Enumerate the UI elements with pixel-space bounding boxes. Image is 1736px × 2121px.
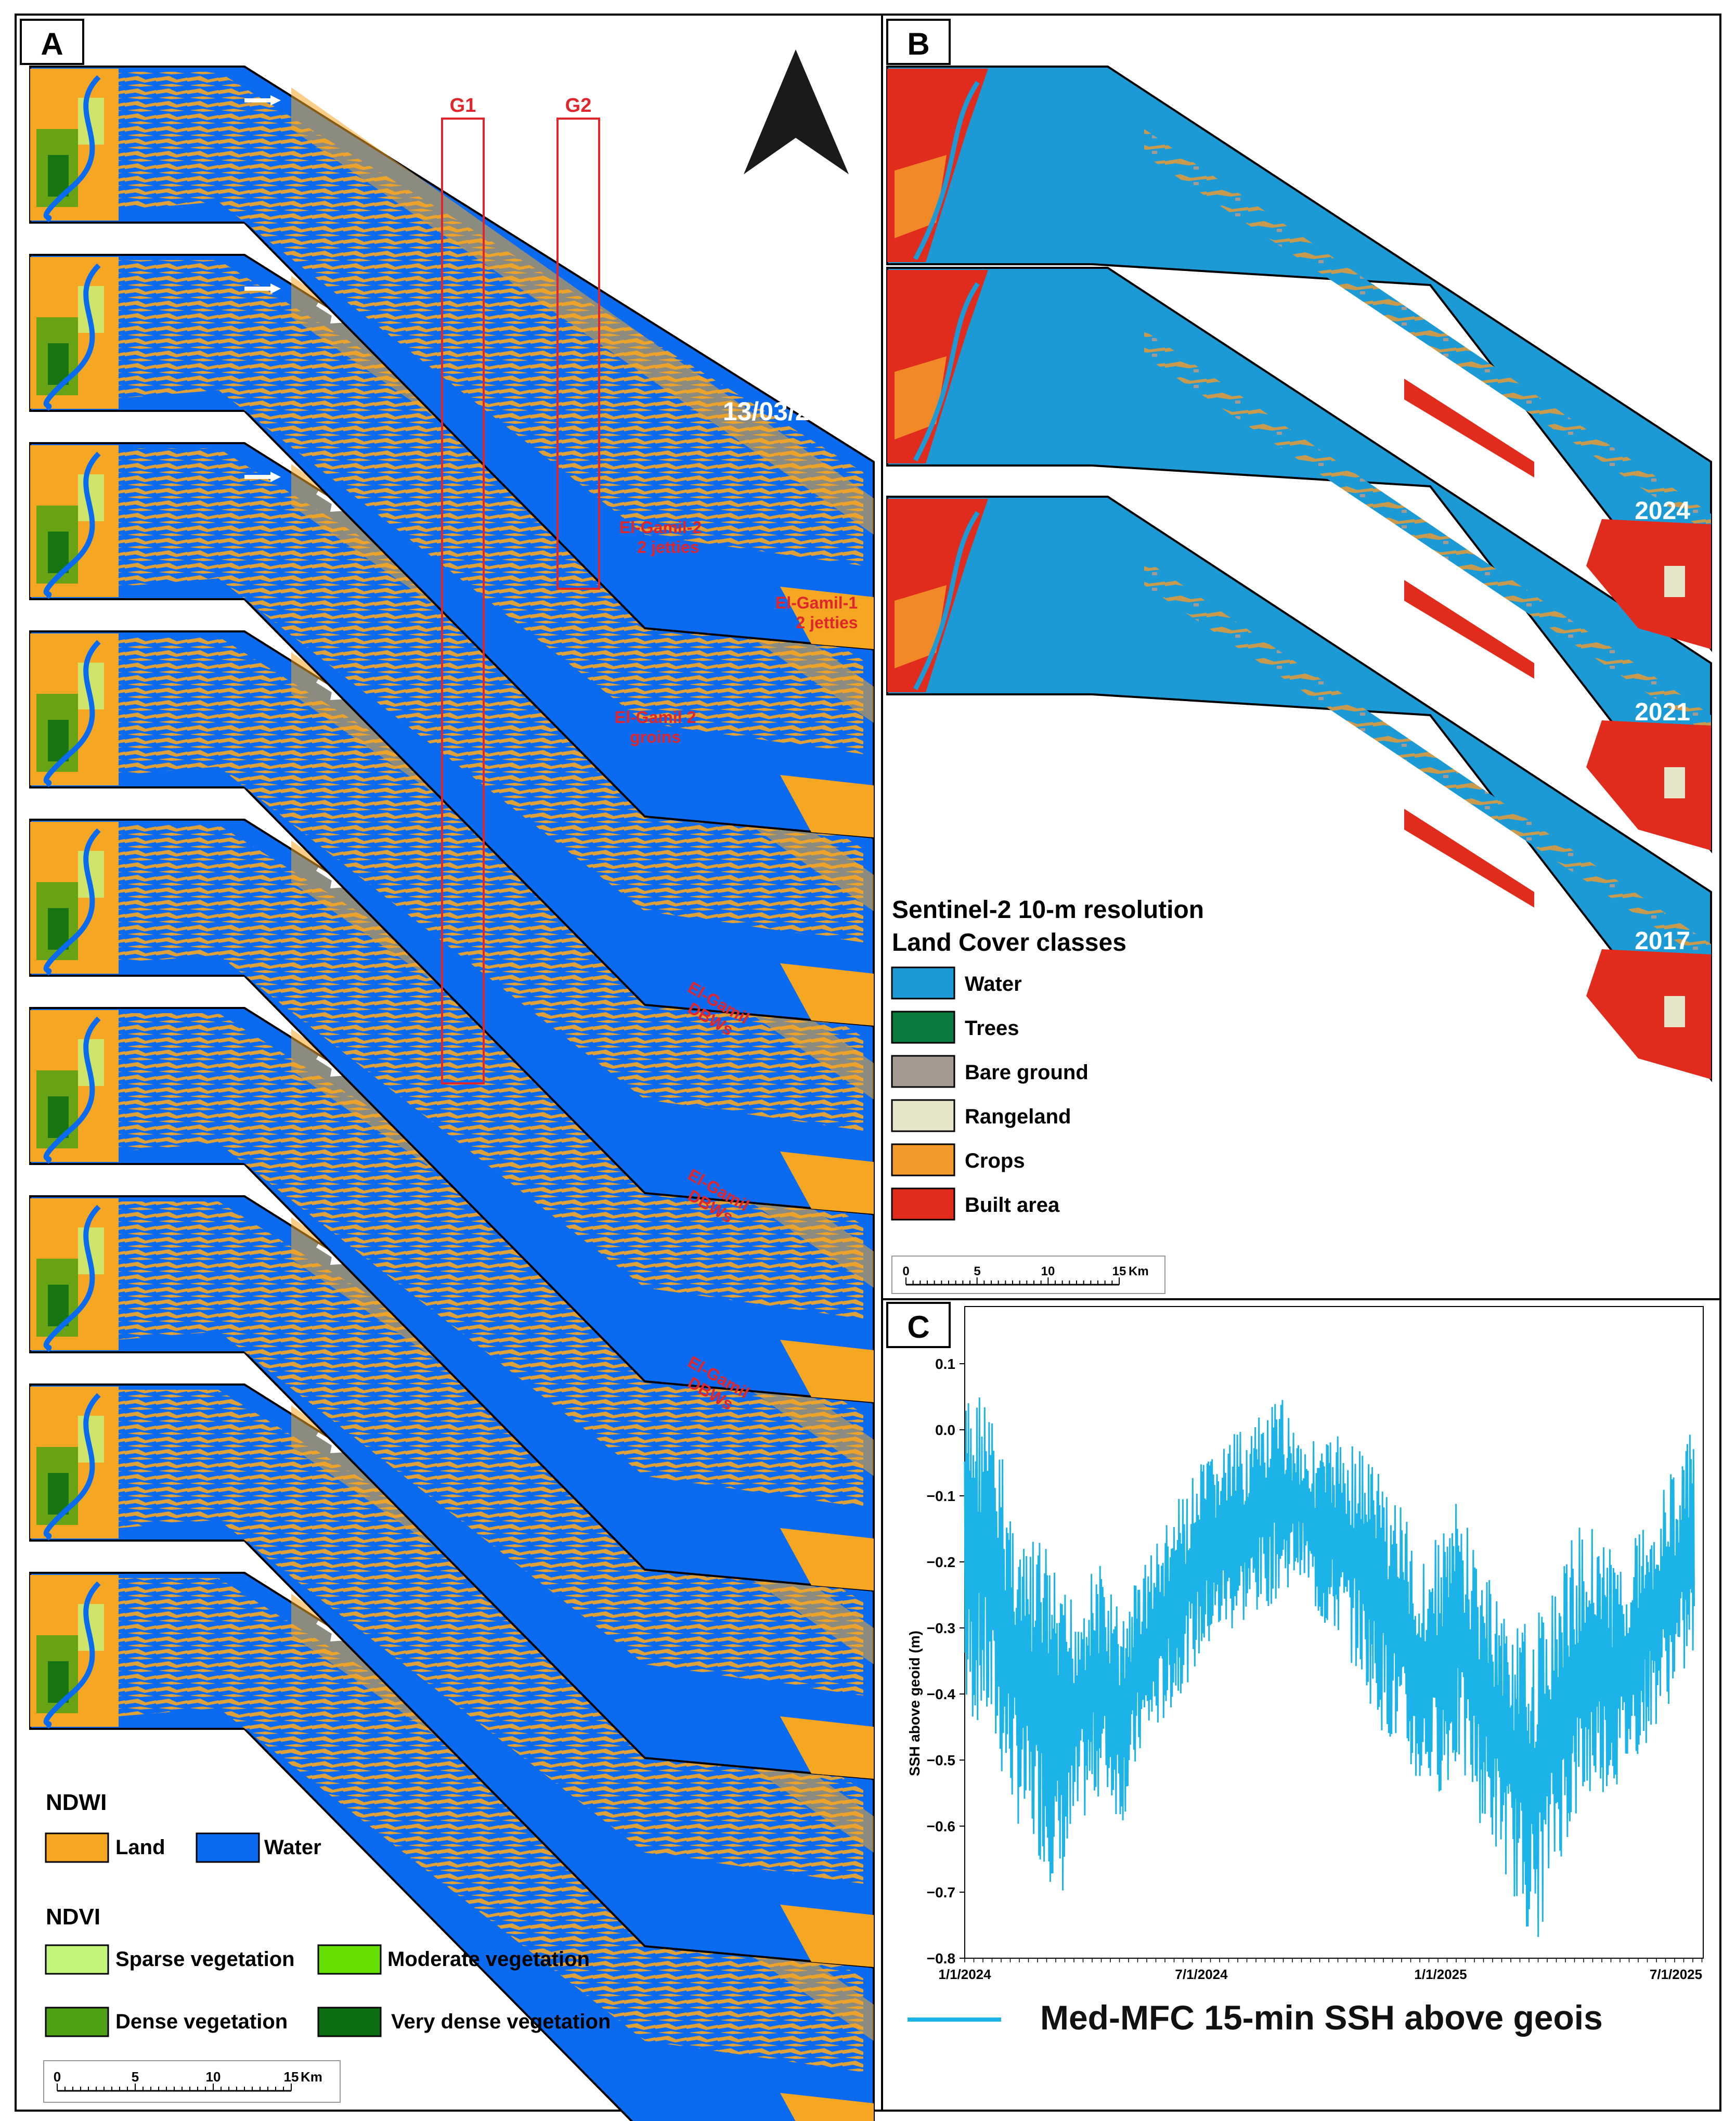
scale-a-unit: Km: [301, 2069, 322, 2085]
panel-c-badge: [886, 1302, 951, 1348]
lc-bare-swatch: [891, 1055, 955, 1088]
moderate-label: Moderate vegetation: [387, 1948, 590, 1971]
y-tick-label: −0.6: [927, 1818, 955, 1834]
year-label-1: 2021: [1635, 699, 1690, 726]
ssh-series-line: [964, 1397, 1695, 1937]
y-tick-label: −0.7: [927, 1884, 955, 1900]
y-tick-label: −0.2: [927, 1554, 955, 1570]
year-label-0: 2024: [1635, 497, 1690, 525]
panel-c-letter: C: [907, 1310, 929, 1344]
lc-title-2: Land Cover classes: [892, 929, 1126, 956]
x-tick-label: 1/1/2024: [938, 1967, 991, 1982]
scale-b-tick-0: 0: [902, 1264, 909, 1278]
north-arrow-icon: [744, 49, 849, 174]
land-swatch: [45, 1832, 109, 1863]
el-gamil-1-jetties-line2: 2 jetties: [796, 613, 858, 632]
lc-crops-swatch: [891, 1143, 955, 1176]
scale-b-tick-15: 15: [1112, 1264, 1126, 1278]
dense-label: Dense vegetation: [115, 2010, 288, 2033]
y-tick-label: −0.3: [927, 1620, 955, 1636]
very-dense-label: Very dense vegetation: [391, 2010, 611, 2033]
scale-b-unit: Km: [1129, 1264, 1149, 1278]
ssh-chart: 0.10.0−0.1−0.2−0.3−0.4−0.5−0.6−0.7−0.81/…: [906, 1306, 1704, 2037]
landcover-strip-2: 2017: [886, 496, 1712, 1082]
el-gamil-groins-line2: groins: [630, 728, 681, 746]
el-gamil-1-jetties-line1: El-Gamil-1: [775, 593, 858, 612]
lc-water-swatch: [891, 966, 955, 1000]
panel-c-frame: [881, 1298, 1721, 2112]
x-tick-label: 7/1/2025: [1650, 1967, 1702, 1982]
scale-a-tick-5: 5: [132, 2069, 139, 2085]
el-gamil-2-jetties-line1: El-Gamil-2: [619, 518, 702, 537]
chart-legend-label: Med-MFC 15-min SSH above geois: [1040, 1998, 1603, 2037]
panel-b-legend: Sentinel-2 10-m resolution Land Cover cl…: [891, 896, 1204, 1221]
lc-built-swatch: [891, 1187, 955, 1221]
panel-a-legend: NDWI Land Water NDVI Sparse vegetation M…: [45, 1790, 611, 2037]
sparse-swatch: [45, 1944, 109, 1975]
water-swatch: [196, 1832, 260, 1863]
lc-water-label: Water: [965, 973, 1022, 995]
y-tick-label: 0.1: [935, 1356, 955, 1372]
g2-box: [556, 118, 600, 590]
lc-title-1: Sentinel-2 10-m resolution: [892, 896, 1204, 924]
y-tick-label: 0.0: [935, 1422, 955, 1438]
scale-a-tick-10: 10: [206, 2069, 221, 2085]
scale-b-tick-5: 5: [974, 1264, 980, 1278]
landcover-strip-0: 2024: [886, 66, 1712, 652]
date-label-0: 13/03/2025: [723, 397, 853, 426]
scale-a-tick-15: 15: [284, 2069, 299, 2085]
y-tick-label: −0.8: [927, 1950, 955, 1967]
panel-a-letter: A: [41, 27, 63, 61]
ndvi-title: NDVI: [46, 1904, 100, 1930]
panel-b-badge: [886, 19, 951, 65]
lc-bare-label: Bare ground: [965, 1061, 1089, 1084]
dense-swatch: [45, 2007, 109, 2037]
g2-label: G2: [565, 95, 592, 117]
x-tick-label: 7/1/2024: [1175, 1967, 1228, 1982]
sparse-label: Sparse vegetation: [115, 1948, 295, 1971]
chart-ylabel: SSH above geoid (m): [906, 1631, 923, 1776]
panel-b-scale-bar: 0 5 10 15 Km: [891, 1256, 1165, 1294]
lc-crops-label: Crops: [965, 1149, 1025, 1172]
y-tick-label: −0.1: [927, 1488, 955, 1504]
el-gamil-2-jetties-line2: 2 jetties: [637, 538, 699, 557]
g1-label: G1: [450, 95, 476, 117]
panel-b-landcover-strips: 2017 2021 2024: [886, 66, 1712, 1082]
lc-rangeland-label: Rangeland: [965, 1105, 1071, 1128]
scale-a-tick-0: 0: [54, 2069, 61, 2085]
panel-a-badge: [20, 19, 84, 65]
scale-b-tick-10: 10: [1041, 1264, 1055, 1278]
landcover-strip-1: 2021: [886, 267, 1712, 853]
lc-trees-swatch: [891, 1011, 955, 1044]
g1-box: [441, 118, 485, 1084]
y-tick-label: −0.4: [927, 1686, 956, 1702]
panel-b-letter: B: [907, 27, 929, 61]
very-dense-swatch: [317, 2007, 382, 2037]
panel-a-ndwi-strips: 03/06/198516/05/199001/07/199518/05/2000…: [29, 66, 875, 2121]
seawall-label-2010: Seawall: [156, 790, 213, 807]
seawall-label-2005: Seawall: [125, 978, 182, 995]
x-tick-label: 1/1/2025: [1414, 1967, 1467, 1982]
lc-built-label: Built area: [965, 1194, 1060, 1217]
y-tick-label: −0.5: [927, 1752, 955, 1768]
land-label: Land: [115, 1836, 165, 1859]
el-gamil-groins-line1: El-Gamil 2: [615, 708, 696, 727]
ndwi-title: NDWI: [46, 1790, 107, 1815]
lc-rangeland-swatch: [891, 1099, 955, 1132]
water-label: Water: [264, 1836, 321, 1859]
moderate-swatch: [317, 1944, 382, 1975]
lc-trees-label: Trees: [965, 1017, 1019, 1040]
panel-a-scale-bar: 0 5 10 15 Km: [43, 2060, 341, 2103]
year-label-2: 2017: [1635, 927, 1690, 955]
ndwi-strip-0: 13/03/2025: [29, 66, 875, 651]
